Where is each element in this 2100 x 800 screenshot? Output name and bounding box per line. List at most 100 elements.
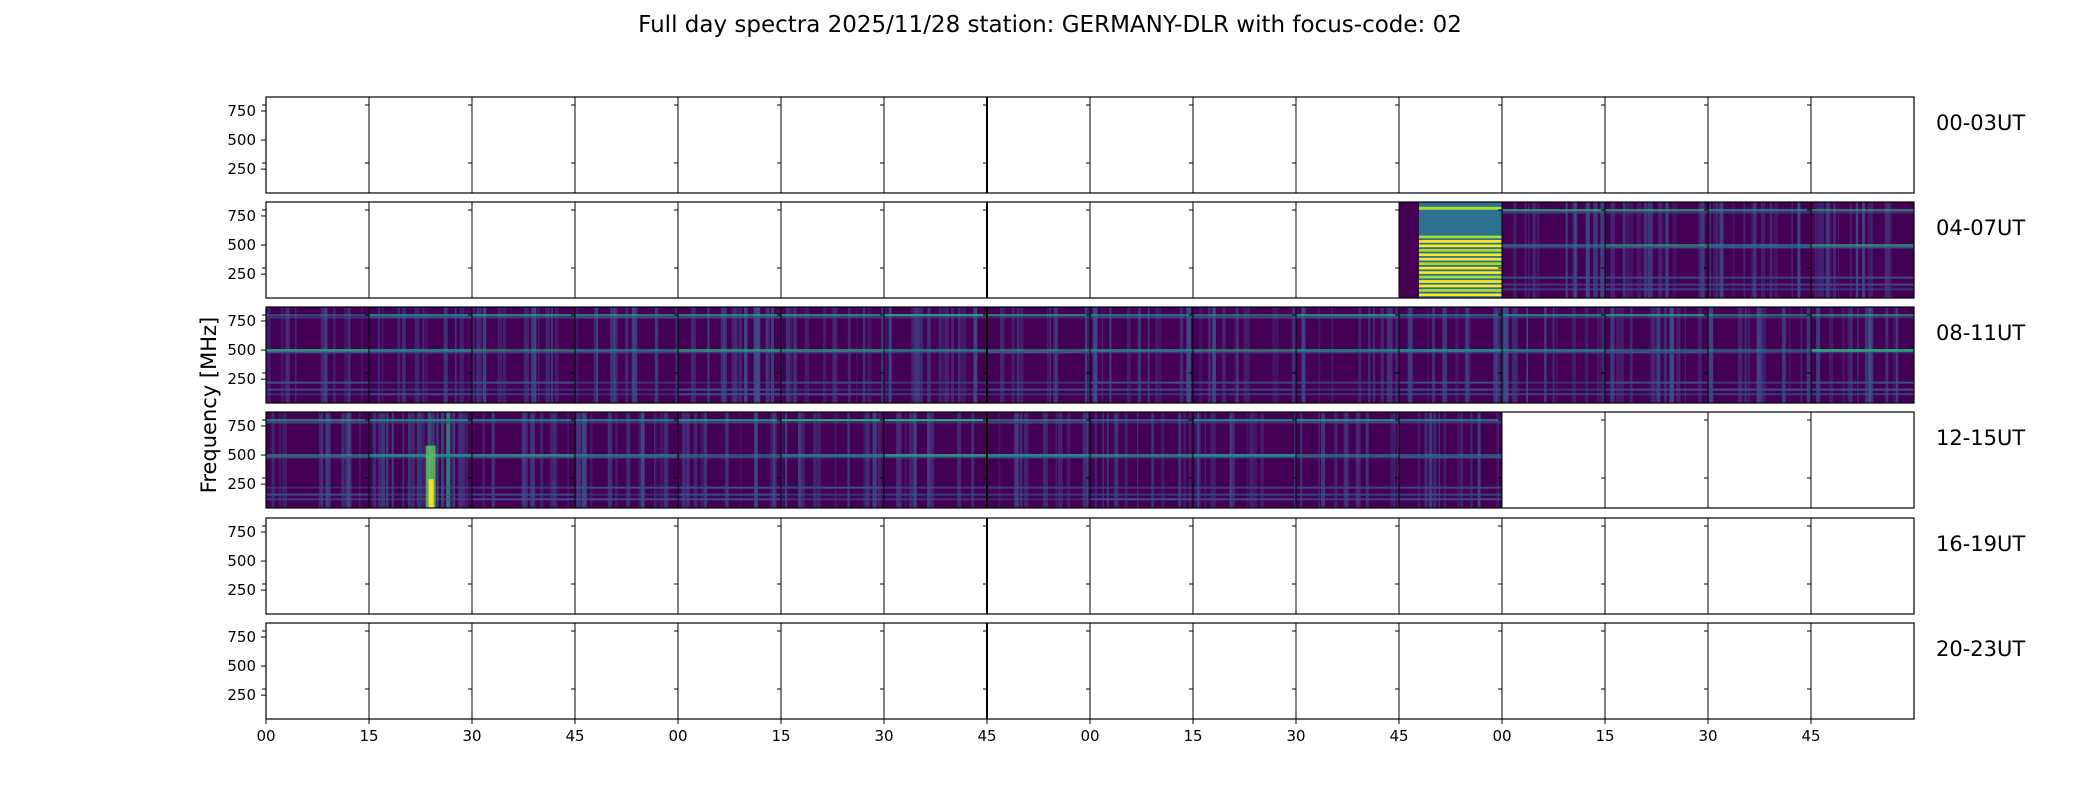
panel-row-04-07UT bbox=[266, 202, 1914, 298]
y-tick-label: 750 bbox=[227, 102, 256, 120]
y-axis-label: Frequency [MHz] bbox=[197, 317, 221, 493]
spectrum-cell bbox=[1605, 412, 1708, 508]
spectrum-cell bbox=[575, 307, 678, 403]
spectrum-cell bbox=[575, 202, 678, 298]
row-label: 12-15UT bbox=[1936, 426, 2025, 450]
chart-title: Full day spectra 2025/11/28 station: GER… bbox=[638, 12, 1462, 38]
spectrum-cell bbox=[781, 623, 884, 719]
spectrum-cell bbox=[1399, 202, 1502, 298]
spectrum-cell bbox=[1811, 307, 1914, 403]
x-tick-label: 45 bbox=[1801, 727, 1820, 745]
spectrum-cell bbox=[369, 412, 472, 508]
spectrum-cell bbox=[884, 97, 987, 193]
spectrum-cell bbox=[266, 307, 369, 403]
spectrum-cell bbox=[987, 412, 1090, 508]
spectrum-cell bbox=[1193, 518, 1296, 614]
spectrum-cell bbox=[266, 202, 369, 298]
spectrum-cell bbox=[1605, 518, 1708, 614]
spectrum-cell bbox=[1502, 307, 1605, 403]
spectrum-cell bbox=[369, 202, 472, 298]
spectrum-cell bbox=[1193, 307, 1296, 403]
spectrum-cell bbox=[1090, 97, 1193, 193]
y-tick-label: 500 bbox=[227, 552, 256, 570]
spectrum-cell bbox=[472, 412, 575, 508]
spectrum-cell bbox=[1708, 307, 1811, 403]
y-tick-label: 250 bbox=[227, 581, 256, 599]
x-tick-label: 30 bbox=[1286, 727, 1305, 745]
spectrum-cell bbox=[678, 412, 781, 508]
y-tick-label: 500 bbox=[227, 131, 256, 149]
spectrum-cell bbox=[266, 518, 369, 614]
spectrum-cell bbox=[781, 518, 884, 614]
spectrum-cell bbox=[1502, 623, 1605, 719]
spectrum-cell bbox=[1708, 202, 1811, 298]
spectrum-cell bbox=[472, 202, 575, 298]
panel-row-20-23UT bbox=[266, 623, 1914, 719]
spectrum-cell bbox=[1296, 623, 1399, 719]
spectrum-cell bbox=[678, 97, 781, 193]
panel-row-16-19UT bbox=[266, 518, 1914, 614]
spectrum-cell bbox=[1811, 412, 1914, 508]
spectrum-cell bbox=[1296, 412, 1399, 508]
y-tick-label: 250 bbox=[227, 686, 256, 704]
spectrum-cell bbox=[1399, 97, 1502, 193]
y-tick-label: 500 bbox=[227, 236, 256, 254]
spectrum-cell bbox=[1502, 202, 1605, 298]
x-tick-label: 45 bbox=[565, 727, 584, 745]
y-tick-label: 750 bbox=[227, 417, 256, 435]
spectrum-cell bbox=[987, 623, 1090, 719]
x-tick-label: 45 bbox=[977, 727, 996, 745]
y-tick-label: 250 bbox=[227, 475, 256, 493]
spectrum-cell bbox=[678, 623, 781, 719]
spectrum-cell bbox=[781, 202, 884, 298]
spectrum-cell bbox=[1502, 518, 1605, 614]
spectrum-cell bbox=[369, 518, 472, 614]
panel-row-12-15UT bbox=[266, 412, 1914, 508]
spectrum-cell bbox=[884, 202, 987, 298]
y-tick-label: 500 bbox=[227, 657, 256, 675]
spectrum-cell bbox=[1399, 307, 1502, 403]
spectrum-cell bbox=[575, 518, 678, 614]
spectrum-cell bbox=[1193, 97, 1296, 193]
spectrum-cell bbox=[472, 518, 575, 614]
spectrum-cell bbox=[987, 202, 1090, 298]
spectrum-cell bbox=[1399, 518, 1502, 614]
spectrum-cell bbox=[1708, 412, 1811, 508]
spectrum-cell bbox=[1090, 202, 1193, 298]
spectrum-cell bbox=[678, 307, 781, 403]
spectrum-cell bbox=[1502, 412, 1605, 508]
y-tick-label: 500 bbox=[227, 446, 256, 464]
spectrum-cell bbox=[987, 97, 1090, 193]
spectrum-cell bbox=[1090, 307, 1193, 403]
spectrum-cell bbox=[1811, 97, 1914, 193]
x-tick-label: 30 bbox=[874, 727, 893, 745]
x-tick-label: 30 bbox=[462, 727, 481, 745]
spectrum-cell bbox=[884, 623, 987, 719]
spectrum-cell bbox=[575, 412, 678, 508]
spectrum-cell bbox=[781, 307, 884, 403]
spectrum-cell bbox=[678, 202, 781, 298]
spectrum-cell bbox=[1811, 202, 1914, 298]
spectrum-cell bbox=[472, 623, 575, 719]
y-tick-label: 750 bbox=[227, 312, 256, 330]
spectrum-cell bbox=[1090, 518, 1193, 614]
x-tick-label: 45 bbox=[1389, 727, 1408, 745]
spectrum-cell bbox=[884, 307, 987, 403]
spectrum-cell bbox=[884, 412, 987, 508]
spectrum-cell bbox=[369, 307, 472, 403]
y-tick-label: 250 bbox=[227, 160, 256, 178]
spectrum-cell bbox=[575, 97, 678, 193]
panel-row-08-11UT bbox=[266, 307, 1914, 403]
y-tick-label: 750 bbox=[227, 523, 256, 541]
spectrum-cell bbox=[1193, 202, 1296, 298]
x-tick-label: 30 bbox=[1698, 727, 1717, 745]
spectrum-cell bbox=[987, 518, 1090, 614]
spectrum-cell bbox=[781, 412, 884, 508]
y-tick-label: 750 bbox=[227, 628, 256, 646]
spectrum-cell bbox=[1296, 97, 1399, 193]
spectrum-cell bbox=[1296, 307, 1399, 403]
spectrum-cell bbox=[1193, 412, 1296, 508]
spectrum-cell bbox=[472, 97, 575, 193]
spectrum-cell bbox=[1399, 623, 1502, 719]
